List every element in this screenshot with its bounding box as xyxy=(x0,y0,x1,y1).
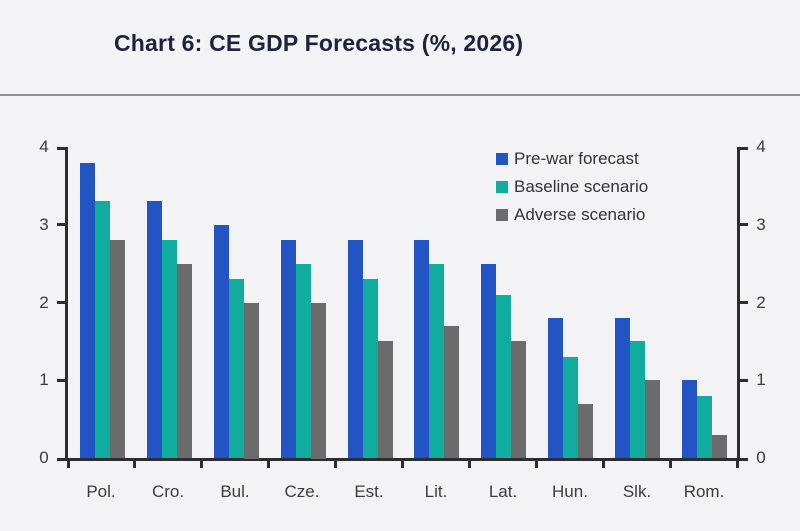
x-axis-label: Lit. xyxy=(424,482,448,501)
x-axis-label: Rom. xyxy=(683,482,725,501)
bar-slk-2 xyxy=(630,341,645,458)
legend-item: Baseline scenario xyxy=(496,173,648,201)
x-axis-tick xyxy=(267,461,270,468)
x-axis-tick xyxy=(669,461,672,468)
y-axis-tick-label-right: 3 xyxy=(756,215,766,234)
y-axis-tick-label-right: 4 xyxy=(756,137,766,156)
x-axis-tick xyxy=(67,461,70,468)
legend: Pre-war forecast Baseline scenario Adverse… xyxy=(496,145,648,229)
x-axis-label: Hun. xyxy=(552,482,588,501)
bar-lit-3 xyxy=(444,326,459,458)
y-axis-tick-label-right: 2 xyxy=(756,293,766,312)
x-axis-tick xyxy=(468,461,471,468)
x-axis-tick xyxy=(401,461,404,468)
bar-hun-2 xyxy=(563,357,578,458)
bar-lat-2 xyxy=(496,295,511,458)
x-axis-label: Est. xyxy=(354,482,384,501)
bar-cze-1 xyxy=(281,240,296,458)
y-axis-tick-label-right: 1 xyxy=(756,370,766,389)
bar-rom-3 xyxy=(712,435,727,458)
bar-lit-1 xyxy=(414,240,429,458)
bar-bul-1 xyxy=(214,225,229,458)
legend-swatch-icon xyxy=(496,181,508,193)
bar-lat-1 xyxy=(481,264,496,458)
bar-bul-3 xyxy=(244,303,259,459)
x-axis-tick xyxy=(602,461,605,468)
legend-swatch-icon xyxy=(496,209,508,221)
x-axis-label: Bul. xyxy=(220,482,250,501)
y-axis-tick-right xyxy=(740,147,748,150)
bar-cze-2 xyxy=(296,264,311,458)
y-axis-tick-label-left: 1 xyxy=(39,370,49,389)
bar-est-1 xyxy=(348,240,363,458)
x-axis-tick xyxy=(133,461,136,468)
legend-label: Pre-war forecast xyxy=(514,149,639,168)
y-axis-tick-label-left: 4 xyxy=(39,137,49,156)
bar-est-2 xyxy=(363,279,378,458)
x-axis-label: Cro. xyxy=(151,482,185,501)
y-axis-tick-label-left: 3 xyxy=(39,215,49,234)
y-axis-tick-right xyxy=(740,223,748,226)
y-axis-tick-label-left: 0 xyxy=(39,448,49,467)
bar-pol-2 xyxy=(95,201,110,458)
y-axis-tick-right xyxy=(740,379,748,382)
y-axis-tick-right xyxy=(740,301,748,304)
bar-cro-1 xyxy=(147,201,162,458)
y-axis-tick-left xyxy=(57,223,65,226)
x-axis-label: Lat. xyxy=(488,482,518,501)
bar-cro-3 xyxy=(177,264,192,458)
y-axis-left xyxy=(65,147,68,461)
x-axis-tick xyxy=(200,461,203,468)
y-axis-tick-left xyxy=(57,147,65,150)
x-axis-label: Slk. xyxy=(622,482,652,501)
bar-pol-1 xyxy=(80,163,95,458)
legend-item: Adverse scenario xyxy=(496,201,648,229)
bar-rom-1 xyxy=(682,380,697,458)
y-axis-tick-label-right: 0 xyxy=(756,448,766,467)
legend-label: Baseline scenario xyxy=(514,177,649,196)
x-axis-label: Pol. xyxy=(86,482,116,501)
bar-hun-3 xyxy=(578,404,593,458)
x-axis-tick xyxy=(535,461,538,468)
bar-lat-3 xyxy=(511,341,526,458)
chart-title: Chart 6: CE GDP Forecasts (%, 2026) xyxy=(114,30,524,56)
bar-rom-2 xyxy=(697,396,712,458)
y-axis-right xyxy=(737,147,740,461)
bar-hun-1 xyxy=(548,318,563,458)
bar-cro-2 xyxy=(162,240,177,458)
bar-cze-3 xyxy=(311,303,326,459)
y-axis-tick-left xyxy=(57,379,65,382)
x-axis-label: Cze. xyxy=(284,482,320,501)
y-axis-tick-left xyxy=(57,301,65,304)
bar-slk-3 xyxy=(645,380,660,458)
y-axis-tick-label-left: 2 xyxy=(39,293,49,312)
bar-lit-2 xyxy=(429,264,444,458)
x-axis-tick xyxy=(334,461,337,468)
bar-est-3 xyxy=(378,341,393,458)
legend-label: Adverse scenario xyxy=(514,205,646,224)
bar-bul-2 xyxy=(229,279,244,458)
legend-swatch-icon xyxy=(496,153,508,165)
header-divider xyxy=(0,94,800,96)
x-axis-line xyxy=(57,458,748,461)
x-axis-tick xyxy=(736,461,739,468)
legend-item: Pre-war forecast xyxy=(496,145,648,173)
bar-pol-3 xyxy=(110,240,125,458)
bar-slk-1 xyxy=(615,318,630,458)
